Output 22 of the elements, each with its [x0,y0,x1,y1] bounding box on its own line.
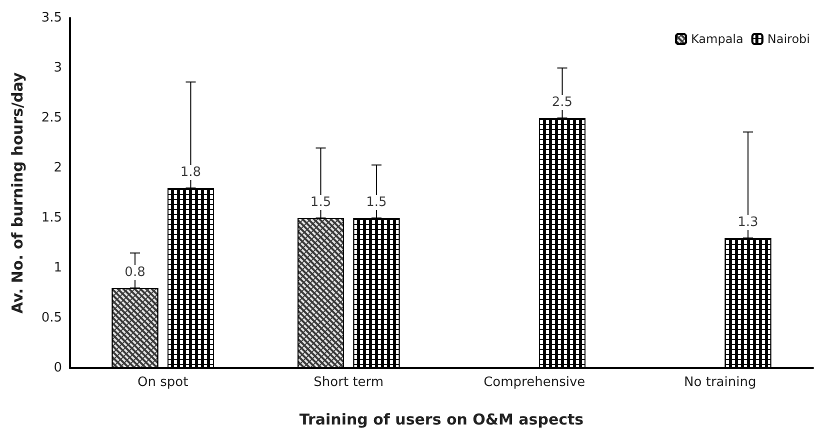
y-axis-title: Av. No. of burning hours/day [8,72,26,314]
x-tick-label: Short term [314,375,384,390]
x-axis-title: Training of users on O&M aspects [299,410,584,428]
x-tick-label: On spot [138,375,188,390]
y-tick-label: 3.5 [41,10,62,26]
y-tick-label: 1.5 [41,210,62,226]
y-tick-label: 2.5 [41,110,62,126]
y-tick-label: 3 [54,60,62,76]
y-tick-label: 0 [54,360,62,376]
data-label: 1.3 [738,215,758,230]
y-tick-label: 0.5 [41,310,62,326]
legend-label: Kampala [691,32,744,46]
legend-label: Nairobi [767,32,810,46]
y-tick-label: 1 [54,260,62,276]
data-label: 1.8 [180,165,202,180]
y-tick-label: 2 [54,160,62,176]
data-label: 0.8 [124,265,146,280]
data-label: 2.5 [552,95,573,110]
x-tick-label: No training [684,375,756,390]
x-tick-label: Comprehensive [484,375,586,390]
data-label: 1.5 [310,195,332,210]
data-label: 1.5 [366,195,387,210]
